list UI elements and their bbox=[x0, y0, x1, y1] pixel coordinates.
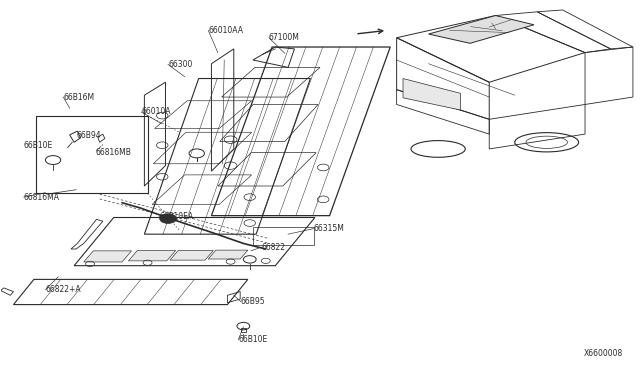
Text: 66B95: 66B95 bbox=[241, 297, 266, 306]
Polygon shape bbox=[84, 251, 132, 262]
Text: 66810EA: 66810EA bbox=[159, 212, 193, 221]
Text: 66B10E: 66B10E bbox=[24, 141, 53, 150]
Text: 66315M: 66315M bbox=[314, 224, 344, 233]
Text: 66300: 66300 bbox=[168, 60, 193, 69]
Text: 66822: 66822 bbox=[261, 243, 285, 251]
Text: 66816MB: 66816MB bbox=[95, 148, 131, 157]
Text: 66816MA: 66816MA bbox=[24, 193, 60, 202]
Text: 66822+A: 66822+A bbox=[45, 285, 81, 294]
Text: 67100M: 67100M bbox=[269, 33, 300, 42]
Polygon shape bbox=[129, 250, 175, 261]
Bar bbox=[36, 116, 148, 193]
Text: 66B16M: 66B16M bbox=[63, 93, 95, 102]
Text: X6600008: X6600008 bbox=[584, 349, 623, 358]
Text: 66B10E: 66B10E bbox=[238, 335, 268, 344]
Circle shape bbox=[160, 214, 176, 224]
Polygon shape bbox=[170, 250, 213, 260]
Polygon shape bbox=[429, 16, 534, 43]
Text: 66B94: 66B94 bbox=[76, 131, 100, 141]
Polygon shape bbox=[208, 250, 248, 259]
Polygon shape bbox=[403, 78, 461, 110]
Text: 66010A: 66010A bbox=[141, 108, 171, 116]
Text: 66010AA: 66010AA bbox=[208, 26, 243, 35]
